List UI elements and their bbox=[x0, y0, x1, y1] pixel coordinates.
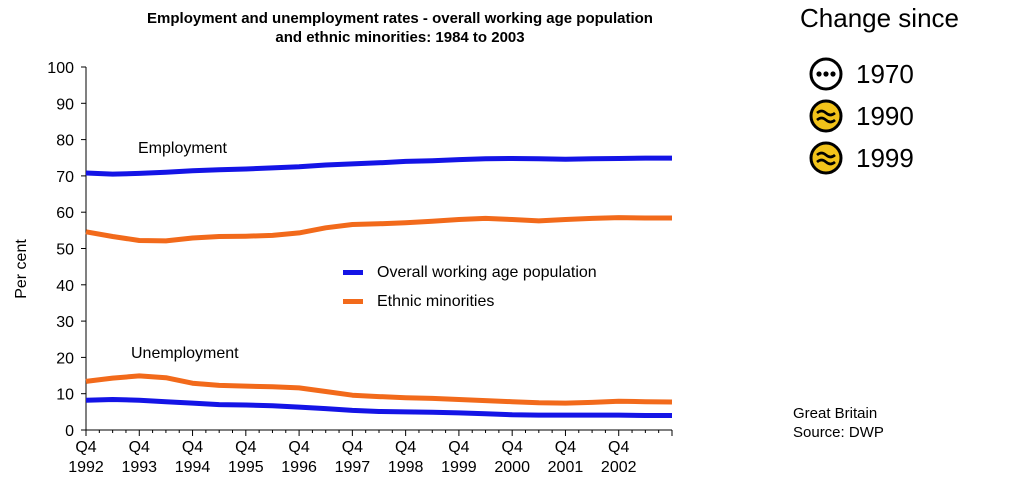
x-tick-label-quarter: Q4 bbox=[75, 439, 96, 456]
y-tick-label: 10 bbox=[56, 387, 74, 404]
unemployment-annotation: Unemployment bbox=[131, 345, 239, 362]
x-tick-label-quarter: Q4 bbox=[608, 439, 629, 456]
legend-item-ethnic-minorities: Ethnic minorities bbox=[343, 287, 597, 316]
x-tick-label-year: 1994 bbox=[175, 459, 211, 476]
change-row-1990: 1990 bbox=[808, 98, 914, 134]
x-tick-label-year: 1999 bbox=[441, 459, 477, 476]
chart-legend: Overall working age population Ethnic mi… bbox=[343, 258, 597, 316]
series-line-employment-overall-working-age-population bbox=[85, 155, 672, 177]
y-tick-label: 0 bbox=[65, 423, 74, 440]
x-tick-label-year: 2002 bbox=[601, 459, 637, 476]
x-tick-label-quarter: Q4 bbox=[448, 439, 469, 456]
x-tick-label-quarter: Q4 bbox=[342, 439, 363, 456]
legend-label-ethnic-minorities: Ethnic minorities bbox=[377, 292, 495, 310]
y-tick-label: 100 bbox=[47, 60, 74, 77]
x-tick-label-year: 2000 bbox=[494, 459, 530, 476]
x-tick-label-quarter: Q4 bbox=[502, 439, 523, 456]
y-tick-label: 80 bbox=[56, 133, 74, 150]
y-tick-label: 40 bbox=[56, 278, 74, 295]
chart-footer: Great Britain Source: DWP bbox=[793, 404, 884, 442]
series-line-unemployment-overall-working-age-population bbox=[85, 397, 672, 418]
chart-title: Employment and unemployment rates - over… bbox=[40, 9, 760, 47]
x-tick-label-year: 1992 bbox=[68, 459, 104, 476]
x-tick-label-quarter: Q4 bbox=[395, 439, 416, 456]
ellipsis-icon bbox=[809, 57, 843, 91]
x-tick-label-quarter: Q4 bbox=[182, 439, 203, 456]
chart-title-line-2: and ethnic minorities: 1984 to 2003 bbox=[275, 29, 525, 46]
y-tick-label: 90 bbox=[56, 96, 74, 113]
change-year-1970: 1970 bbox=[856, 58, 914, 89]
x-tick-label-year: 2001 bbox=[548, 459, 584, 476]
y-tick-label: 30 bbox=[56, 314, 74, 331]
chart-title-line-1: Employment and unemployment rates - over… bbox=[147, 10, 653, 27]
legend-item-overall: Overall working age population bbox=[343, 258, 597, 287]
y-tick-label: 60 bbox=[56, 205, 74, 222]
x-tick-label-year: 1997 bbox=[335, 459, 371, 476]
y-tick-label: 20 bbox=[56, 350, 74, 367]
approx-icon bbox=[809, 141, 843, 175]
change-row-1999: 1999 bbox=[808, 140, 914, 176]
x-tick-label-year: 1998 bbox=[388, 459, 424, 476]
change-row-1970: 1970 bbox=[808, 56, 914, 92]
x-tick-label-quarter: Q4 bbox=[288, 439, 309, 456]
series-line-employment-ethnic-minorities bbox=[85, 215, 672, 244]
approx-icon bbox=[809, 99, 843, 133]
legend-swatch-ethnic-minorities bbox=[343, 299, 363, 304]
x-tick-label-year: 1993 bbox=[121, 459, 157, 476]
x-tick-label-year: 1995 bbox=[228, 459, 264, 476]
x-tick-label-quarter: Q4 bbox=[235, 439, 256, 456]
change-since-title: Change since bbox=[800, 3, 959, 33]
series-line-unemployment-ethnic-minorities bbox=[85, 373, 673, 406]
x-tick-label-quarter: Q4 bbox=[555, 439, 576, 456]
source-note: Source: DWP bbox=[793, 424, 884, 441]
region-note: Great Britain bbox=[793, 405, 878, 422]
change-year-1999: 1999 bbox=[856, 142, 914, 173]
legend-label-overall: Overall working age population bbox=[377, 263, 597, 281]
y-tick-label: 50 bbox=[56, 242, 74, 259]
x-tick-label-year: 1996 bbox=[281, 459, 317, 476]
x-tick-label-quarter: Q4 bbox=[129, 439, 150, 456]
change-year-1990: 1990 bbox=[856, 100, 914, 131]
y-tick-label: 70 bbox=[56, 169, 74, 186]
employment-annotation: Employment bbox=[138, 140, 227, 157]
legend-swatch-overall bbox=[343, 270, 363, 275]
